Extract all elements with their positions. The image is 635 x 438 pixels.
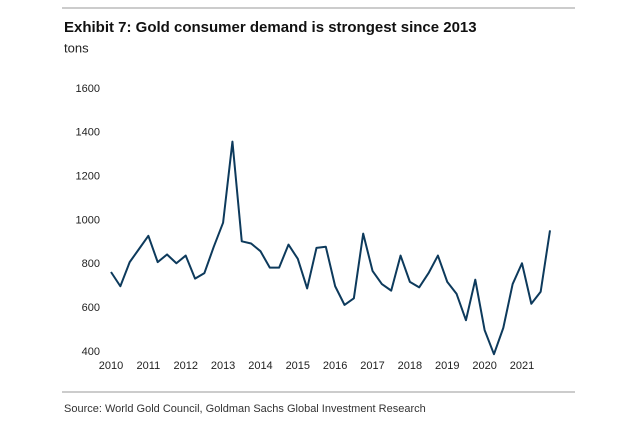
x-tick-label: 2011 bbox=[137, 360, 161, 372]
chart-title: Exhibit 7: Gold consumer demand is stron… bbox=[64, 19, 477, 36]
y-tick-label: 1400 bbox=[76, 127, 100, 139]
data-line bbox=[110, 140, 551, 356]
x-tick-label: 2017 bbox=[360, 360, 384, 372]
y-axis-label: tons bbox=[64, 40, 89, 55]
y-tick-label: 600 bbox=[82, 302, 100, 314]
x-tick-label: 2012 bbox=[173, 360, 197, 372]
x-tick-label: 2013 bbox=[211, 360, 235, 372]
y-tick-label: 1600 bbox=[76, 83, 100, 95]
y-tick-label: 800 bbox=[82, 258, 100, 270]
x-tick-label: 2021 bbox=[510, 360, 534, 372]
y-tick-label: 400 bbox=[82, 346, 100, 358]
x-tick-label: 2015 bbox=[286, 360, 310, 372]
x-tick-label: 2019 bbox=[435, 360, 459, 372]
x-tick-label: 2018 bbox=[398, 360, 422, 372]
x-tick-label: 2020 bbox=[472, 360, 496, 372]
x-tick-label: 2014 bbox=[248, 360, 272, 372]
y-tick-label: 1000 bbox=[76, 214, 100, 226]
x-tick-label: 2010 bbox=[99, 360, 123, 372]
x-tick-label: 2016 bbox=[323, 360, 347, 372]
y-tick-label: 1200 bbox=[76, 171, 100, 183]
source-note: Source: World Gold Council, Goldman Sach… bbox=[64, 403, 426, 415]
